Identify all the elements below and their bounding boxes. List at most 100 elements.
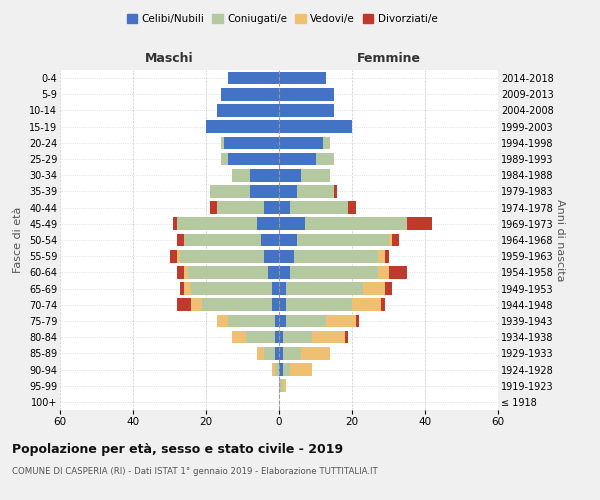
Bar: [250, 169, 279, 181]
Bar: [286, 298, 352, 311]
Bar: [279, 169, 301, 181]
Y-axis label: Anni di nascita: Anni di nascita: [554, 198, 565, 281]
Bar: [265, 250, 279, 262]
Bar: [279, 314, 286, 328]
Bar: [181, 282, 184, 295]
Bar: [279, 218, 305, 230]
Bar: [305, 218, 407, 230]
Bar: [250, 185, 279, 198]
Bar: [363, 282, 385, 295]
Bar: [177, 250, 181, 262]
Bar: [177, 218, 257, 230]
Bar: [283, 347, 301, 360]
Bar: [275, 331, 279, 344]
Bar: [293, 250, 377, 262]
Bar: [184, 234, 261, 246]
Bar: [385, 282, 392, 295]
Bar: [279, 298, 286, 311]
Bar: [246, 331, 275, 344]
Bar: [221, 136, 224, 149]
Bar: [290, 266, 377, 278]
Bar: [275, 314, 279, 328]
Bar: [191, 298, 202, 311]
Bar: [228, 72, 279, 85]
Bar: [257, 347, 265, 360]
Bar: [279, 266, 290, 278]
Bar: [323, 136, 330, 149]
Bar: [279, 363, 283, 376]
Bar: [279, 104, 334, 117]
Bar: [283, 363, 290, 376]
Bar: [316, 152, 334, 166]
Bar: [217, 104, 279, 117]
Bar: [279, 136, 323, 149]
Bar: [173, 218, 177, 230]
Bar: [265, 202, 279, 214]
Bar: [209, 185, 250, 198]
Bar: [279, 347, 283, 360]
Bar: [279, 202, 290, 214]
Bar: [221, 88, 279, 101]
Text: COMUNE DI CASPERIA (RI) - Dati ISTAT 1° gennaio 2019 - Elaborazione TUTTITALIA.I: COMUNE DI CASPERIA (RI) - Dati ISTAT 1° …: [12, 468, 378, 476]
Bar: [191, 282, 272, 295]
Bar: [169, 250, 177, 262]
Bar: [202, 298, 272, 311]
Bar: [279, 88, 334, 101]
Bar: [407, 218, 432, 230]
Bar: [275, 347, 279, 360]
Bar: [261, 234, 279, 246]
Bar: [177, 234, 184, 246]
Bar: [275, 363, 279, 376]
Bar: [265, 347, 275, 360]
Bar: [286, 282, 363, 295]
Bar: [279, 250, 293, 262]
Bar: [228, 314, 275, 328]
Bar: [272, 298, 279, 311]
Bar: [221, 152, 228, 166]
Bar: [297, 234, 389, 246]
Bar: [349, 202, 356, 214]
Bar: [377, 250, 385, 262]
Bar: [268, 266, 279, 278]
Bar: [184, 282, 191, 295]
Bar: [290, 363, 312, 376]
Bar: [272, 363, 275, 376]
Bar: [279, 185, 297, 198]
Bar: [184, 266, 188, 278]
Bar: [206, 120, 279, 133]
Y-axis label: Fasce di età: Fasce di età: [13, 207, 23, 273]
Bar: [177, 266, 184, 278]
Bar: [217, 314, 228, 328]
Bar: [279, 282, 286, 295]
Bar: [228, 152, 279, 166]
Bar: [181, 250, 265, 262]
Bar: [279, 331, 283, 344]
Bar: [279, 380, 283, 392]
Bar: [279, 234, 297, 246]
Bar: [283, 331, 312, 344]
Bar: [334, 185, 337, 198]
Bar: [209, 202, 217, 214]
Bar: [381, 298, 385, 311]
Bar: [217, 202, 265, 214]
Text: Maschi: Maschi: [145, 52, 194, 65]
Bar: [385, 250, 389, 262]
Bar: [188, 266, 268, 278]
Text: Popolazione per età, sesso e stato civile - 2019: Popolazione per età, sesso e stato civil…: [12, 442, 343, 456]
Bar: [290, 202, 349, 214]
Bar: [352, 298, 381, 311]
Bar: [312, 331, 345, 344]
Bar: [279, 120, 352, 133]
Bar: [301, 347, 330, 360]
Bar: [392, 234, 400, 246]
Bar: [232, 331, 246, 344]
Bar: [301, 169, 330, 181]
Text: Femmine: Femmine: [356, 52, 421, 65]
Bar: [257, 218, 279, 230]
Bar: [279, 72, 326, 85]
Bar: [232, 169, 250, 181]
Bar: [283, 380, 286, 392]
Legend: Celibi/Nubili, Coniugati/e, Vedovi/e, Divorziati/e: Celibi/Nubili, Coniugati/e, Vedovi/e, Di…: [122, 10, 442, 29]
Bar: [297, 185, 334, 198]
Bar: [177, 298, 191, 311]
